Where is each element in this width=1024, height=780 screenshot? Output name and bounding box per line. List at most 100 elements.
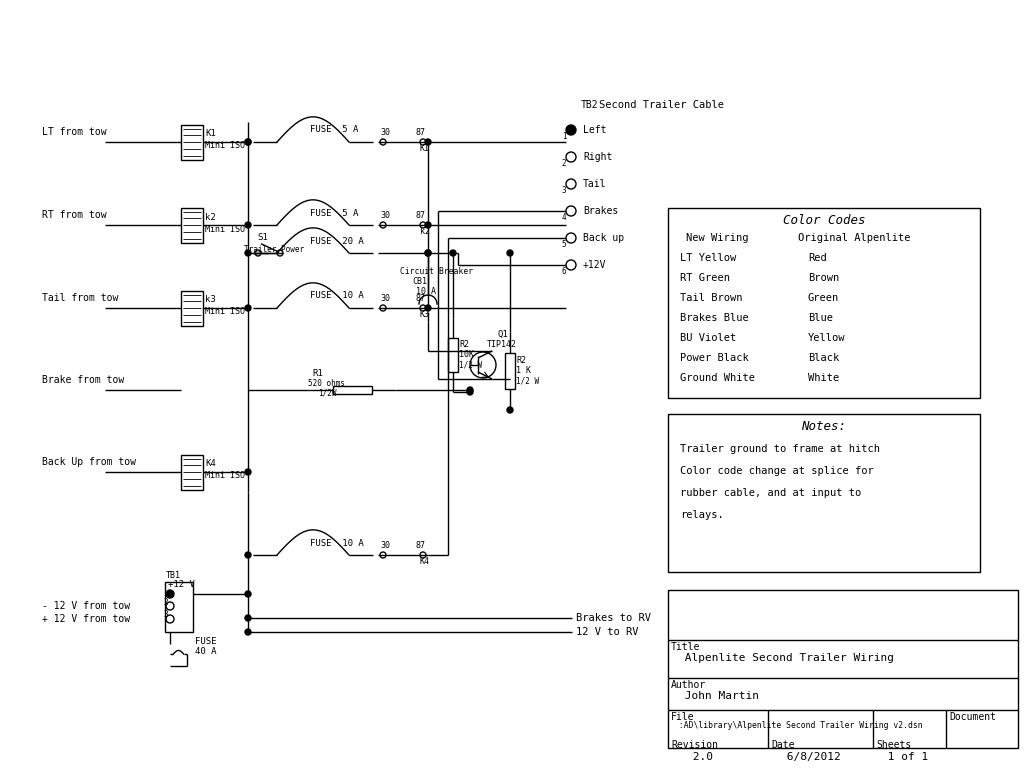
Circle shape <box>566 125 575 135</box>
Text: 1/2 W: 1/2 W <box>516 376 539 385</box>
Text: FUSE  5 A: FUSE 5 A <box>310 208 358 218</box>
Circle shape <box>467 387 473 393</box>
Text: FUSE: FUSE <box>195 637 216 646</box>
Text: Right: Right <box>583 152 612 162</box>
Text: - 12 V from tow: - 12 V from tow <box>42 601 130 611</box>
Text: Mini ISO: Mini ISO <box>205 141 245 151</box>
Text: Brakes Blue: Brakes Blue <box>680 313 749 323</box>
Text: Color Codes: Color Codes <box>782 214 865 226</box>
Text: 1 of 1: 1 of 1 <box>881 752 928 762</box>
Text: Trailer ground to frame at hitch: Trailer ground to frame at hitch <box>680 444 880 454</box>
Circle shape <box>245 305 251 311</box>
Text: K1: K1 <box>205 129 216 139</box>
Circle shape <box>467 389 473 395</box>
Circle shape <box>245 591 251 597</box>
Text: Revision: Revision <box>671 740 718 750</box>
Text: FUSE  5 A: FUSE 5 A <box>310 126 358 134</box>
Text: Tail from tow: Tail from tow <box>42 293 119 303</box>
Circle shape <box>425 250 431 256</box>
Bar <box>181 125 203 159</box>
Text: File: File <box>671 712 694 722</box>
Text: Brown: Brown <box>808 273 840 283</box>
Circle shape <box>245 250 251 256</box>
Text: 1/2 W: 1/2 W <box>459 360 482 369</box>
Text: 5: 5 <box>562 240 566 249</box>
Text: FUSE  10 A: FUSE 10 A <box>310 538 364 548</box>
Text: Left: Left <box>583 125 606 135</box>
Text: Original Alpenlite: Original Alpenlite <box>798 233 910 243</box>
Circle shape <box>245 222 251 228</box>
Text: 40 A: 40 A <box>195 647 216 656</box>
Text: S1: S1 <box>257 233 267 243</box>
Text: Trailer Power: Trailer Power <box>244 244 304 254</box>
Text: Sheets: Sheets <box>876 740 911 750</box>
Text: TIP142: TIP142 <box>487 340 517 349</box>
Text: Green: Green <box>808 293 840 303</box>
Text: 3: 3 <box>164 610 168 619</box>
Circle shape <box>425 222 431 228</box>
Text: 6: 6 <box>562 267 566 276</box>
Bar <box>181 207 203 243</box>
Text: 30: 30 <box>380 294 390 303</box>
Text: 1 K: 1 K <box>516 366 531 375</box>
Text: k2: k2 <box>420 227 430 236</box>
Text: 12 V to RV: 12 V to RV <box>575 627 639 637</box>
Circle shape <box>507 407 513 413</box>
Text: Author: Author <box>671 680 707 690</box>
Text: 87: 87 <box>416 541 426 550</box>
Text: TB1: TB1 <box>166 571 181 580</box>
Text: Brakes: Brakes <box>583 206 618 216</box>
Text: 10K: 10K <box>459 350 474 359</box>
Circle shape <box>425 305 431 311</box>
Text: Color code change at splice for: Color code change at splice for <box>680 466 873 476</box>
Bar <box>181 455 203 490</box>
Text: K1: K1 <box>420 144 430 153</box>
Text: 2: 2 <box>562 159 566 168</box>
Text: Title: Title <box>671 642 700 652</box>
Circle shape <box>245 139 251 145</box>
Text: Alpenlite Second Trailer Wiring: Alpenlite Second Trailer Wiring <box>678 653 894 663</box>
Text: Blue: Blue <box>808 313 833 323</box>
Text: +12 V: +12 V <box>168 580 195 589</box>
Circle shape <box>245 552 251 558</box>
Text: +12V: +12V <box>583 260 606 270</box>
Text: k2: k2 <box>205 212 216 222</box>
Text: 520 ohms: 520 ohms <box>308 379 345 388</box>
Text: 30: 30 <box>380 128 390 137</box>
Text: R2: R2 <box>459 340 469 349</box>
Text: rubber cable, and at input to: rubber cable, and at input to <box>680 488 861 498</box>
Text: BU Violet: BU Violet <box>680 333 736 343</box>
Circle shape <box>507 250 513 256</box>
Text: 6/8/2012: 6/8/2012 <box>780 752 841 762</box>
Text: Red: Red <box>808 253 826 263</box>
Text: RT from tow: RT from tow <box>42 210 106 220</box>
Circle shape <box>245 469 251 475</box>
Text: Mini ISO: Mini ISO <box>205 225 245 233</box>
Text: White: White <box>808 373 840 383</box>
Text: 2.0: 2.0 <box>686 752 713 762</box>
Circle shape <box>450 250 456 256</box>
Text: CB1: CB1 <box>412 277 427 286</box>
Text: LT from tow: LT from tow <box>42 127 106 137</box>
Circle shape <box>245 629 251 635</box>
Text: R2: R2 <box>516 356 526 365</box>
Bar <box>668 208 980 398</box>
Text: Mini ISO: Mini ISO <box>205 307 245 317</box>
Text: 87: 87 <box>416 211 426 220</box>
Bar <box>668 590 1018 748</box>
Text: Yellow: Yellow <box>808 333 846 343</box>
Text: LT Yellow: LT Yellow <box>680 253 736 263</box>
Text: FUSE  20 A: FUSE 20 A <box>310 236 364 246</box>
Text: Mini ISO: Mini ISO <box>205 471 245 480</box>
Text: 30: 30 <box>380 211 390 220</box>
Text: Brakes to RV: Brakes to RV <box>575 613 651 623</box>
Circle shape <box>245 139 251 145</box>
Text: Black: Black <box>808 353 840 363</box>
Bar <box>668 414 980 572</box>
Text: 87: 87 <box>416 294 426 303</box>
Text: Tail: Tail <box>583 179 606 189</box>
Bar <box>449 339 458 371</box>
Circle shape <box>166 590 174 598</box>
Text: k3: k3 <box>205 296 216 304</box>
Text: Power Black: Power Black <box>680 353 749 363</box>
